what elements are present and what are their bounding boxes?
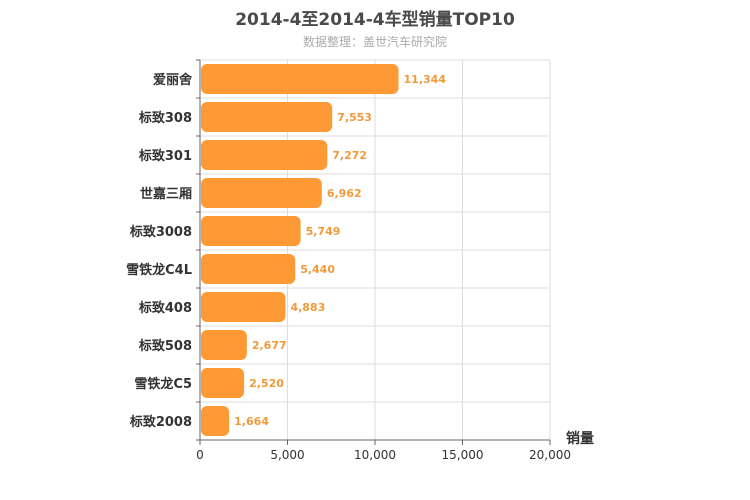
bar[interactable]: [201, 330, 247, 360]
bar[interactable]: [201, 216, 301, 246]
x-tick-label: 20,000: [529, 448, 571, 462]
x-axis-label: 销量: [566, 430, 594, 447]
axis-layer: 0 5,000 10,000 15,000 20,000: [196, 59, 571, 462]
bar[interactable]: [201, 178, 322, 208]
category-label: 标致408: [138, 300, 192, 316]
category-label: 爱丽舍: [153, 72, 193, 88]
category-label: 雪铁龙C4L: [126, 262, 192, 278]
bar[interactable]: [201, 292, 286, 322]
bar[interactable]: [201, 64, 399, 94]
value-label: 7,272: [332, 149, 367, 162]
value-label: 5,440: [300, 263, 335, 276]
category-label: 雪铁龙C5: [134, 376, 192, 392]
value-label: 7,553: [337, 111, 372, 124]
x-tick-label: 15,000: [442, 448, 484, 462]
value-label: 1,664: [234, 415, 269, 428]
category-label: 标致508: [138, 338, 192, 354]
value-label: 6,962: [327, 187, 362, 200]
category-label: 标致301: [138, 148, 192, 164]
chart-title: 2014-4至2014-4车型销量TOP10: [235, 10, 515, 30]
category-label: 标致308: [138, 110, 192, 126]
bar[interactable]: [201, 406, 230, 436]
bar[interactable]: [201, 254, 296, 284]
x-tick-label: 0: [196, 448, 204, 462]
value-label: 11,344: [404, 73, 447, 86]
bar[interactable]: [201, 368, 245, 398]
value-label: 4,883: [290, 301, 325, 314]
bar-layer: [201, 64, 399, 436]
value-label: 2,520: [249, 377, 284, 390]
value-label: 2,677: [252, 339, 287, 352]
bar[interactable]: [201, 140, 328, 170]
x-tick-label: 5,000: [270, 448, 304, 462]
label-layer: 爱丽舍 11,344 标致308 7,553 标致301 7,272 世嘉三厢 6,962 标致…: [126, 72, 446, 430]
x-tick-label: 10,000: [354, 448, 396, 462]
bar[interactable]: [201, 102, 333, 132]
category-label: 世嘉三厢: [140, 186, 192, 202]
chart-subtitle: 数据整理：盖世汽车研究院: [302, 35, 447, 49]
category-label: 标致3008: [129, 224, 192, 240]
category-label: 标致2008: [129, 414, 192, 430]
value-label: 5,749: [306, 225, 341, 238]
